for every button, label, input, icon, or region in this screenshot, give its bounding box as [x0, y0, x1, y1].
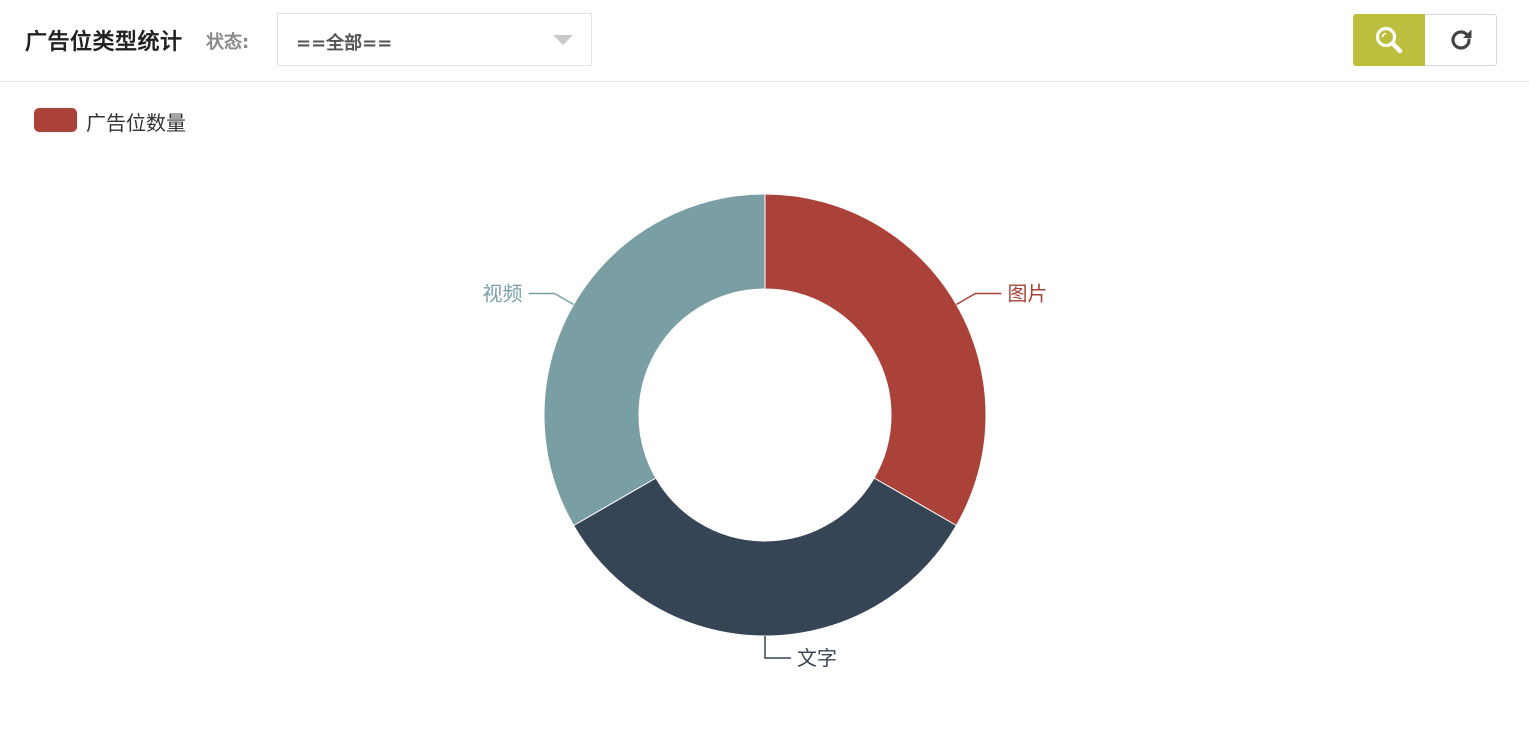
legend-swatch	[34, 108, 77, 132]
label-line-2	[528, 292, 574, 306]
page-title: 广告位类型统计	[25, 30, 183, 55]
pie-slice-0[interactable]	[764, 193, 987, 527]
label-line-0	[956, 292, 1002, 306]
status-select[interactable]: ==全部==	[277, 13, 592, 66]
chart-slices	[543, 193, 987, 637]
slice-label-0: 图片	[1007, 282, 1047, 306]
refresh-icon	[1450, 29, 1471, 50]
search-icon	[1375, 26, 1403, 54]
label-line-1	[764, 636, 791, 659]
status-select-value: ==全部==	[296, 33, 393, 54]
pie-slice-2[interactable]	[543, 193, 766, 527]
slice-label-2: 视频	[483, 282, 523, 306]
search-button[interactable]	[1353, 14, 1425, 66]
status-filter-label: 状态:	[206, 32, 250, 53]
refresh-button[interactable]	[1425, 14, 1497, 66]
slice-label-1: 文字	[797, 646, 837, 670]
toolbar: 广告位类型统计 状态: ==全部==	[0, 0, 1529, 82]
pie-slice-1[interactable]	[572, 477, 958, 637]
legend-label: 广告位数量	[86, 111, 186, 135]
chevron-down-icon	[553, 35, 573, 45]
